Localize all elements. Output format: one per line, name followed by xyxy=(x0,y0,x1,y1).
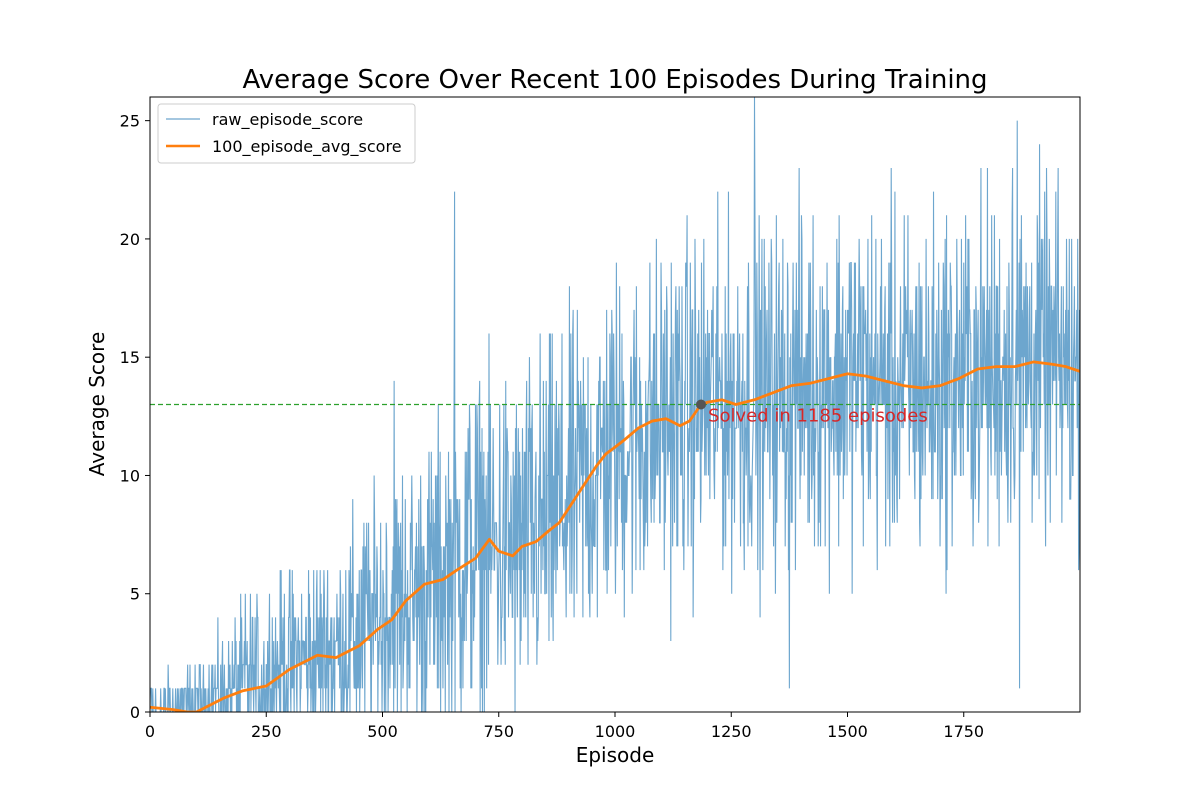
x-axis-label: Episode xyxy=(576,743,655,767)
legend-label-raw: raw_episode_score xyxy=(212,110,363,130)
y-tick-label: 10 xyxy=(120,466,140,485)
solved-annotation: Solved in 1185 episodes xyxy=(708,406,928,427)
x-tick-label: 750 xyxy=(483,722,514,741)
x-tick-label: 0 xyxy=(145,722,155,741)
y-tick-label: 25 xyxy=(120,112,140,131)
x-tick-label: 500 xyxy=(367,722,398,741)
x-tick-label: 1000 xyxy=(595,722,636,741)
chart-title: Average Score Over Recent 100 Episodes D… xyxy=(242,65,987,95)
x-tick-label: 250 xyxy=(251,722,282,741)
y-tick-label: 15 xyxy=(120,348,140,367)
y-tick-label: 5 xyxy=(130,585,140,604)
solved-marker xyxy=(696,400,706,410)
y-axis-label: Average Score xyxy=(85,332,109,477)
x-tick-label: 1500 xyxy=(827,722,868,741)
x-tick-label: 1750 xyxy=(943,722,984,741)
y-tick-label: 0 xyxy=(130,703,140,722)
legend-label-avg: 100_episode_avg_score xyxy=(212,137,402,157)
y-tick-label: 20 xyxy=(120,230,140,249)
x-tick-label: 1250 xyxy=(711,722,752,741)
legend: raw_episode_score 100_episode_avg_score xyxy=(158,104,415,163)
